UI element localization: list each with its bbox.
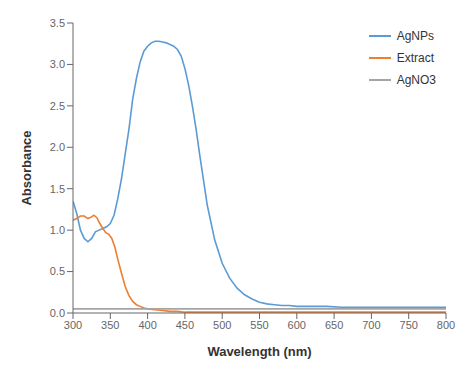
svg-text:2.5: 2.5 xyxy=(50,100,65,112)
svg-text:700: 700 xyxy=(362,319,380,331)
svg-text:0.5: 0.5 xyxy=(50,265,65,277)
svg-text:300: 300 xyxy=(64,319,82,331)
svg-text:3.5: 3.5 xyxy=(50,17,65,29)
svg-text:450: 450 xyxy=(176,319,194,331)
svg-text:650: 650 xyxy=(325,319,343,331)
svg-text:750: 750 xyxy=(400,319,418,331)
svg-text:3.0: 3.0 xyxy=(50,58,65,70)
html-text:Extract: Extract xyxy=(396,51,434,65)
svg-text:400: 400 xyxy=(138,319,156,331)
svg-text:550: 550 xyxy=(250,319,268,331)
svg-text:1.5: 1.5 xyxy=(50,183,65,195)
svg-text:Absorbance: Absorbance xyxy=(19,130,34,205)
svg-text:2.0: 2.0 xyxy=(50,141,65,153)
svg-text:800: 800 xyxy=(437,319,455,331)
html-text:AgNO3: AgNO3 xyxy=(396,73,436,87)
svg-text:1.0: 1.0 xyxy=(50,224,65,236)
svg-text:Wavelength (nm): Wavelength (nm) xyxy=(207,344,311,359)
html-text:AgNPs: AgNPs xyxy=(396,29,434,43)
svg-text:500: 500 xyxy=(213,319,231,331)
svg-text:0.0: 0.0 xyxy=(50,307,65,319)
svg-text:350: 350 xyxy=(101,319,119,331)
svg-text:600: 600 xyxy=(288,319,306,331)
